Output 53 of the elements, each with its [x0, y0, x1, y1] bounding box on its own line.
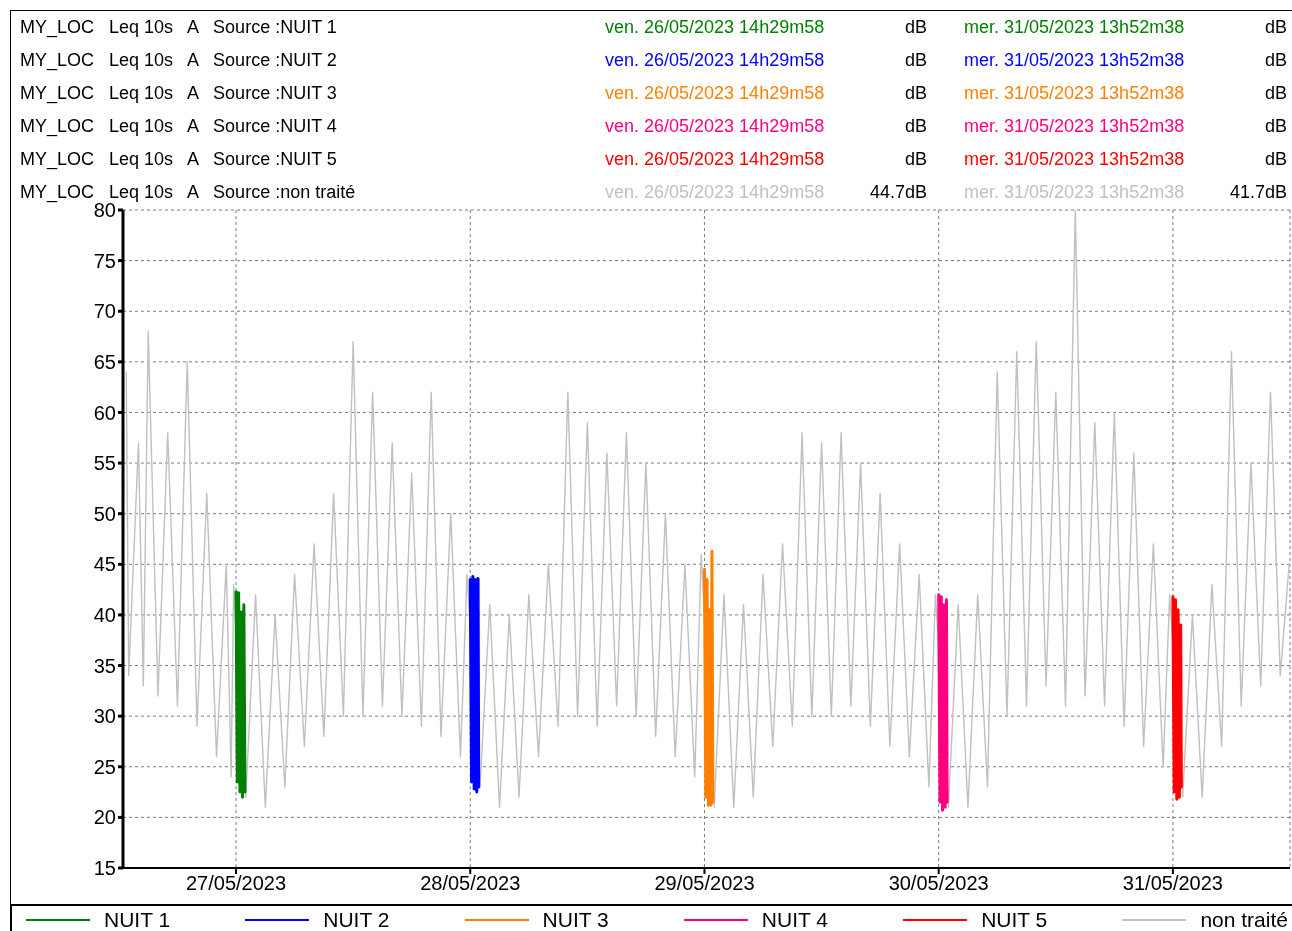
y-tick-label: 70 [93, 300, 116, 323]
text: ven. 26/05/2023 14h29m58 [605, 182, 825, 203]
text: mer. 31/05/2023 13h52m38 [964, 116, 1185, 137]
text: MY_LOC Leq 10s A Source :NUIT 3 [20, 83, 337, 104]
text: dB [1264, 149, 1287, 170]
text: 44.7dB [869, 182, 927, 203]
text: ven. 26/05/2023 14h29m58 [605, 17, 825, 38]
text: ven. 26/05/2023 14h29m58 [605, 83, 825, 104]
legend-label: NUIT 4 [761, 908, 828, 931]
text: dB [1264, 116, 1287, 137]
text: dB [904, 17, 927, 38]
y-tick-label: 20 [93, 806, 116, 829]
text: ven. 26/05/2023 14h29m58 [605, 116, 825, 137]
y-tick-label: 35 [93, 654, 116, 677]
y-tick-label: 30 [93, 705, 116, 728]
legend-label: non traité [1200, 908, 1288, 931]
text: mer. 31/05/2023 13h52m38 [964, 17, 1185, 38]
text: mer. 31/05/2023 13h52m38 [964, 182, 1185, 203]
legend-label: NUIT 3 [542, 908, 609, 931]
y-tick-label: 15 [93, 857, 116, 880]
text: dB [904, 116, 927, 137]
y-tick-label: 60 [93, 401, 116, 424]
text: mer. 31/05/2023 13h52m38 [964, 149, 1185, 170]
y-tick-label: 65 [93, 350, 116, 373]
text: mer. 31/05/2023 13h52m38 [964, 50, 1185, 71]
text: 41.7dB [1229, 182, 1287, 203]
text: dB [904, 50, 927, 71]
text: dB [904, 149, 927, 170]
text: mer. 31/05/2023 13h52m38 [964, 83, 1185, 104]
text: dB [1264, 17, 1287, 38]
legend-label: NUIT 1 [104, 908, 171, 931]
text: MY_LOC Leq 10s A Source :NUIT 4 [20, 116, 337, 137]
y-tick-label: 75 [93, 249, 116, 272]
text: MY_LOC Leq 10s A Source :NUIT 1 [20, 17, 337, 38]
text: dB [904, 83, 927, 104]
y-tick-label: 50 [93, 502, 116, 525]
text: dB [1264, 50, 1287, 71]
y-tick-label: 55 [93, 452, 116, 475]
text: ven. 26/05/2023 14h29m58 [605, 149, 825, 170]
x-tick-label: 30/05/2023 [888, 872, 989, 895]
y-tick-label: 25 [93, 755, 116, 778]
y-tick-label: 40 [93, 604, 116, 627]
text: dB [1264, 83, 1287, 104]
legend-label: NUIT 2 [323, 908, 390, 931]
x-tick-label: 28/05/2023 [420, 872, 521, 895]
x-tick-label: 27/05/2023 [185, 872, 287, 895]
y-tick-label: 45 [93, 553, 116, 576]
x-tick-label: 29/05/2023 [654, 872, 755, 895]
x-tick-label: 31/05/2023 [1122, 872, 1223, 895]
text: MY_LOC Leq 10s A Source :NUIT 5 [20, 149, 337, 170]
legend-label: NUIT 5 [981, 908, 1048, 931]
text: ven. 26/05/2023 14h29m58 [605, 50, 825, 71]
text: MY_LOC Leq 10s A Source :NUIT 2 [20, 50, 337, 71]
